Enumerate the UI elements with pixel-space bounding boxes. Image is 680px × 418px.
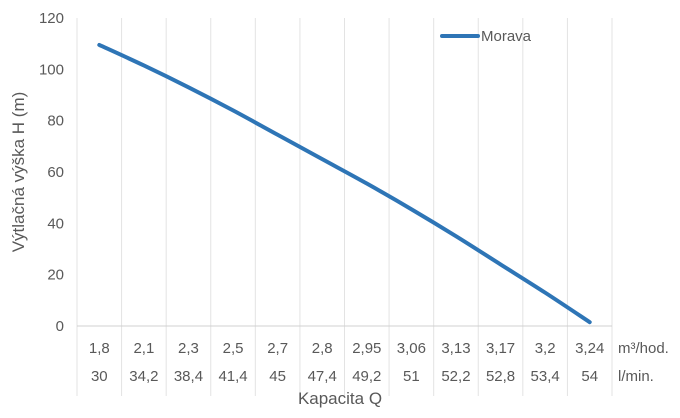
y-axis-ticks: 0 20 40 60 80 100 120 xyxy=(39,10,64,335)
x-tick-label-lmin: 41,4 xyxy=(218,368,247,385)
y-tick-label: 80 xyxy=(47,113,64,130)
y-tick-label: 100 xyxy=(39,61,64,78)
x-axis-row-m3-per-hour: 1,8 2,1 2,3 2,5 2,7 2,8 2,95 3,06 3,13 3,17 3,2 3,2… xyxy=(89,340,669,357)
x-tick-label-m3h: 3,2 xyxy=(535,340,556,357)
x-tick-label-lmin: 34,2 xyxy=(129,368,158,385)
x-tick-label-lmin: 38,4 xyxy=(174,368,203,385)
x-tick-label-m3h: 3,24 xyxy=(575,340,604,357)
x-tick-label-lmin: 54 xyxy=(581,368,598,385)
x-tick-label-lmin: 51 xyxy=(403,368,420,385)
legend-label-morava: Morava xyxy=(481,28,532,45)
x-axis-title: Kapacita Q xyxy=(298,389,382,408)
x-tick-label-lmin: 47,4 xyxy=(308,368,337,385)
y-tick-label: 120 xyxy=(39,10,64,27)
x-tick-label-lmin: 45 xyxy=(269,368,286,385)
x-tick-label-m3h: 3,13 xyxy=(441,340,470,357)
x-tick-label-m3h: 2,1 xyxy=(133,340,154,357)
x-tick-label-lmin: 49,2 xyxy=(352,368,381,385)
x-tick-label-m3h: 3,06 xyxy=(397,340,426,357)
y-tick-label: 20 xyxy=(47,267,64,284)
y-tick-label: 60 xyxy=(47,164,64,181)
x-axis-row-l-per-min: 30 34,2 38,4 41,4 45 47,4 49,2 51 52,2 52,8 53,4 54… xyxy=(91,368,654,385)
x-tick-label-m3h: 2,95 xyxy=(352,340,381,357)
x-tick-label-m3h: 2,5 xyxy=(223,340,244,357)
series-group xyxy=(97,42,592,325)
x-tick-label-m3h: 2,8 xyxy=(312,340,333,357)
x-tick-label-m3h: 1,8 xyxy=(89,340,110,357)
x-tick-label-lmin: 53,4 xyxy=(531,368,560,385)
y-tick-label: 0 xyxy=(56,318,64,335)
x-unit-m3h: m³/hod. xyxy=(618,340,669,357)
x-tick-label-m3h: 2,3 xyxy=(178,340,199,357)
vertical-gridlines xyxy=(76,18,613,396)
y-tick-label: 40 xyxy=(47,215,64,232)
x-tick-label-m3h: 3,17 xyxy=(486,340,515,357)
x-tick-label-m3h: 2,7 xyxy=(267,340,288,357)
x-tick-label-lmin: 30 xyxy=(91,368,108,385)
y-axis-title: Výtlačná výška H (m) xyxy=(9,92,28,253)
x-tick-label-lmin: 52,2 xyxy=(441,368,470,385)
series-line-morava xyxy=(97,42,592,325)
x-unit-lmin: l/min. xyxy=(618,368,654,385)
x-tick-label-lmin: 52,8 xyxy=(486,368,515,385)
legend: Morava xyxy=(440,28,532,45)
